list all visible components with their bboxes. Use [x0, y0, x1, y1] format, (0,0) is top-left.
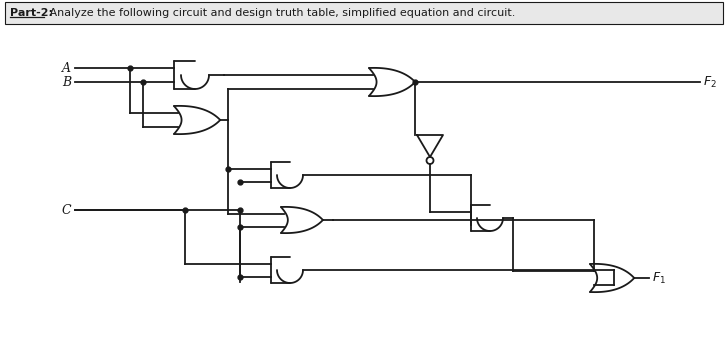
- Text: Part-2:: Part-2:: [10, 8, 53, 18]
- FancyBboxPatch shape: [5, 2, 723, 24]
- Text: C: C: [61, 203, 71, 217]
- Text: $F_2$: $F_2$: [703, 75, 717, 89]
- Text: Analyze the following circuit and design truth table, simplified equation and ci: Analyze the following circuit and design…: [46, 8, 515, 18]
- Text: $F_1$: $F_1$: [652, 271, 666, 285]
- Text: B: B: [62, 76, 71, 88]
- Text: A: A: [62, 61, 71, 75]
